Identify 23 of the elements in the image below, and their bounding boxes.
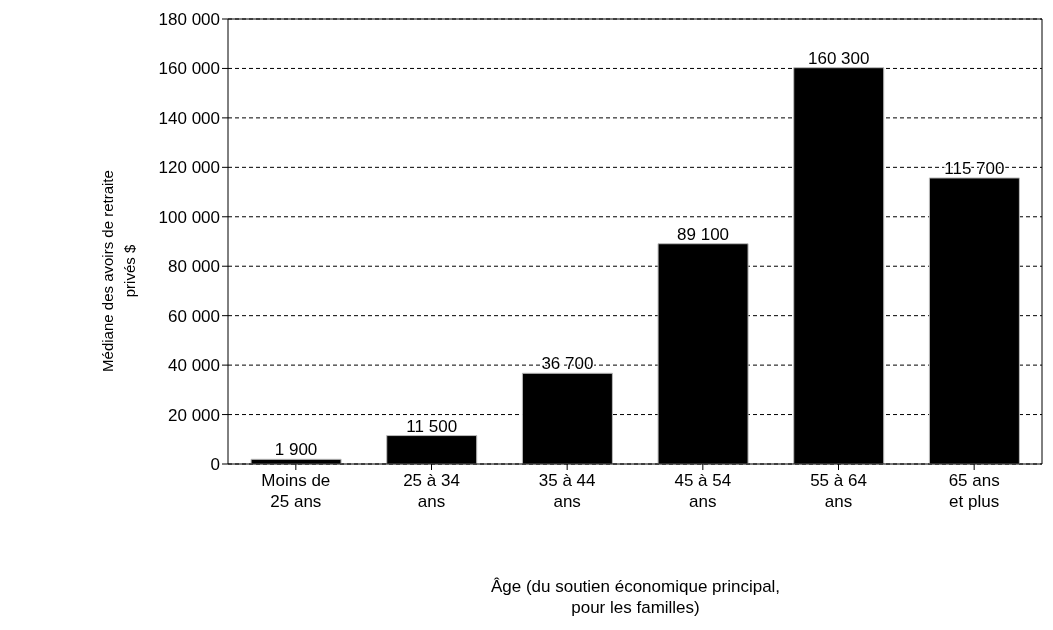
data-label: 11 500 <box>406 416 458 436</box>
y-tick-label: 80 000 <box>168 257 220 277</box>
y-tick-label: 160 000 <box>158 59 220 79</box>
y-tick-label: 100 000 <box>158 207 220 227</box>
x-tick-label: Moins de 25 ans <box>261 471 331 511</box>
y-tick-label: 180 000 <box>158 10 220 30</box>
y-tick-label: 0 <box>210 455 220 475</box>
y-tick-label: 20 000 <box>168 405 220 425</box>
x-tick-label: 35 à 44 ans <box>538 471 596 511</box>
y-axis-title: Médiane des avoirs de retraite privés $ <box>99 170 138 372</box>
data-label: 115 700 <box>944 158 1005 178</box>
x-axis-title: Âge (du soutien économique principal, pour les familles) <box>490 577 781 617</box>
data-label: 160 300 <box>808 48 870 68</box>
y-tick-label: 40 000 <box>168 356 220 376</box>
y-tick-label: 120 000 <box>158 158 220 178</box>
x-tick-label: 45 à 54 ans <box>674 471 732 511</box>
x-tick-label: 65 ans et plus <box>948 471 1000 511</box>
x-tick-label: 25 à 34 ans <box>403 471 460 511</box>
y-tick-label: 60 000 <box>168 306 220 326</box>
y-tick-label: 140 000 <box>158 108 220 128</box>
x-tick-label: 55 à 64 ans <box>810 471 867 511</box>
data-label: 89 100 <box>677 224 730 244</box>
data-label: 1 900 <box>274 440 318 460</box>
